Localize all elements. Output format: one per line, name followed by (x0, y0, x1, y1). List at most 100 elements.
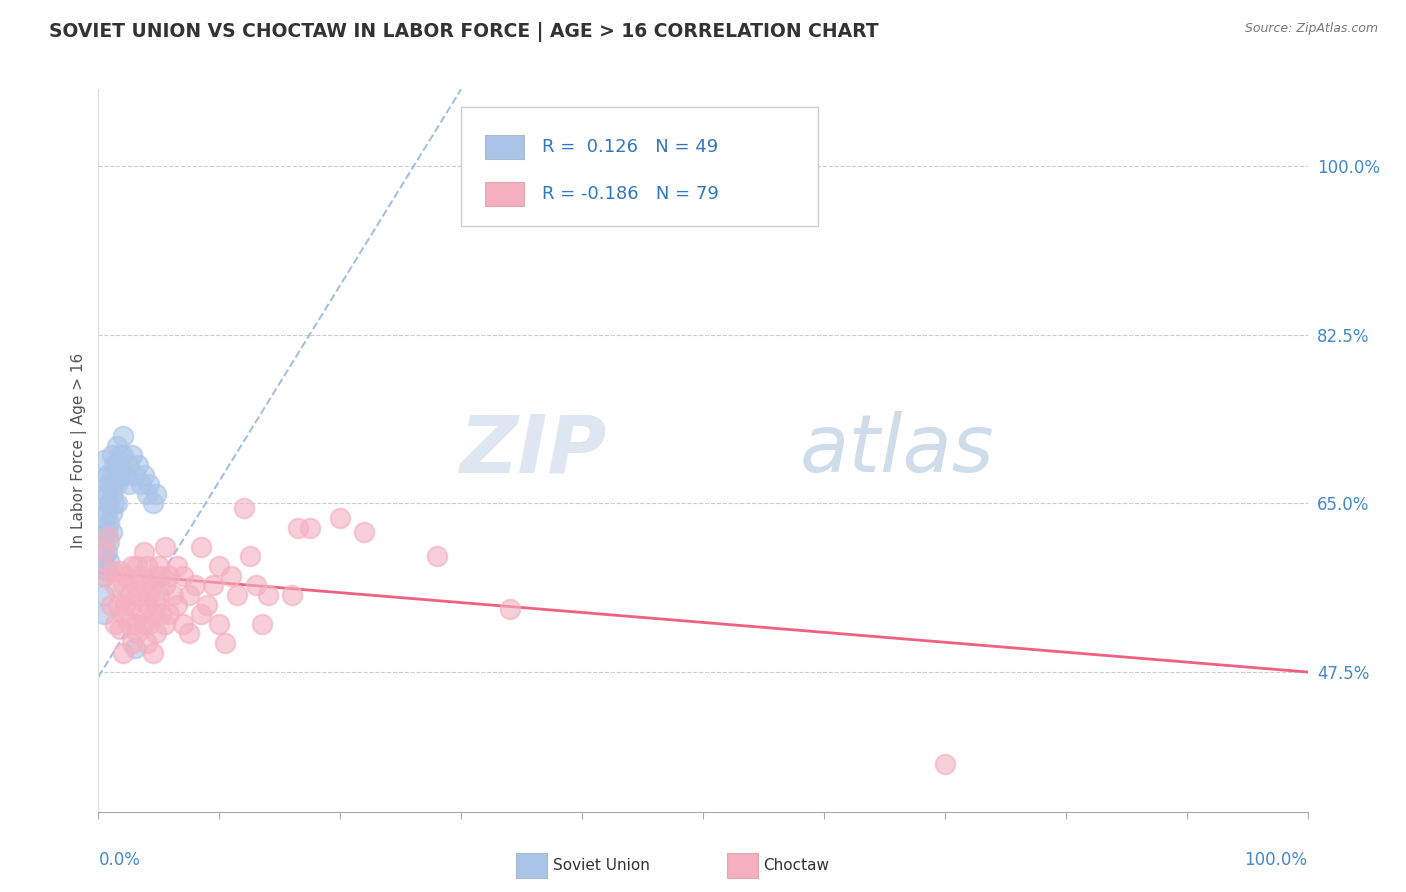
Point (100, 525, 122, 540)
Point (98, 535, 121, 549)
Point (103, 496, 125, 510)
Point (221, 568, 243, 582)
Point (93, 588, 115, 602)
Text: R =  0.126   N = 49: R = 0.126 N = 49 (543, 138, 718, 156)
Point (121, 448, 143, 462)
Point (135, 559, 157, 574)
Point (124, 467, 146, 482)
Point (93, 511, 115, 525)
Point (114, 568, 136, 582)
Point (142, 578, 165, 592)
Point (105, 496, 128, 510)
Point (124, 616, 146, 631)
Point (281, 588, 304, 602)
Point (118, 477, 141, 491)
Point (127, 588, 149, 602)
FancyBboxPatch shape (485, 136, 524, 159)
Point (142, 646, 165, 660)
Point (150, 568, 173, 582)
Text: R = -0.186   N = 79: R = -0.186 N = 79 (543, 185, 718, 203)
Point (172, 616, 194, 631)
Point (98, 554, 121, 568)
Point (190, 607, 212, 622)
Point (100, 448, 122, 462)
Point (208, 616, 231, 631)
Point (104, 616, 127, 631)
Point (134, 578, 156, 592)
Point (97, 530, 120, 544)
Point (153, 578, 176, 592)
Point (162, 588, 184, 602)
Point (124, 578, 146, 592)
Point (127, 626, 149, 640)
Point (138, 588, 160, 602)
Point (135, 636, 157, 650)
Point (353, 525, 375, 540)
Point (129, 607, 152, 622)
Text: 0.0%: 0.0% (98, 852, 141, 870)
Point (114, 598, 136, 612)
Point (96, 487, 118, 501)
Point (105, 477, 128, 491)
Point (150, 607, 173, 622)
Point (100, 467, 122, 482)
Point (142, 496, 165, 510)
Point (105, 458, 128, 472)
Point (101, 564, 124, 578)
Text: Source: ZipAtlas.com: Source: ZipAtlas.com (1244, 22, 1378, 36)
Point (157, 568, 180, 582)
Point (498, 602, 520, 616)
Point (111, 646, 134, 660)
Point (100, 598, 122, 612)
Point (172, 568, 194, 582)
Point (135, 487, 157, 501)
Point (148, 559, 170, 574)
Point (142, 607, 165, 622)
Point (118, 458, 141, 472)
Point (121, 636, 143, 650)
Point (103, 477, 125, 491)
Point (105, 439, 128, 453)
Point (124, 640, 146, 655)
Point (287, 520, 309, 534)
Point (179, 626, 201, 640)
Point (934, 756, 956, 771)
Point (108, 564, 131, 578)
Point (98, 516, 121, 530)
Point (129, 568, 152, 582)
Point (111, 448, 134, 462)
Point (121, 598, 143, 612)
Point (107, 598, 129, 612)
Point (96, 506, 118, 520)
Point (134, 544, 156, 558)
Point (138, 477, 160, 491)
Text: 100.0%: 100.0% (1244, 852, 1308, 870)
Text: atlas: atlas (800, 411, 994, 490)
Point (93, 549, 115, 564)
Point (108, 448, 131, 462)
Point (114, 467, 136, 482)
Point (96, 525, 118, 540)
Point (256, 588, 278, 602)
Point (166, 559, 188, 574)
Point (111, 607, 134, 622)
Point (103, 458, 125, 472)
Point (108, 467, 131, 482)
Point (134, 616, 156, 631)
Point (98, 496, 121, 510)
Point (179, 588, 201, 602)
Point (127, 559, 149, 574)
Point (184, 578, 207, 592)
Point (96, 564, 118, 578)
Point (96, 467, 118, 482)
Point (232, 501, 254, 516)
Point (208, 559, 231, 574)
Point (145, 626, 167, 640)
FancyBboxPatch shape (461, 107, 818, 227)
Point (93, 568, 115, 582)
Point (93, 544, 115, 558)
Point (127, 458, 149, 472)
Point (129, 477, 152, 491)
Point (239, 549, 262, 564)
Point (145, 487, 167, 501)
